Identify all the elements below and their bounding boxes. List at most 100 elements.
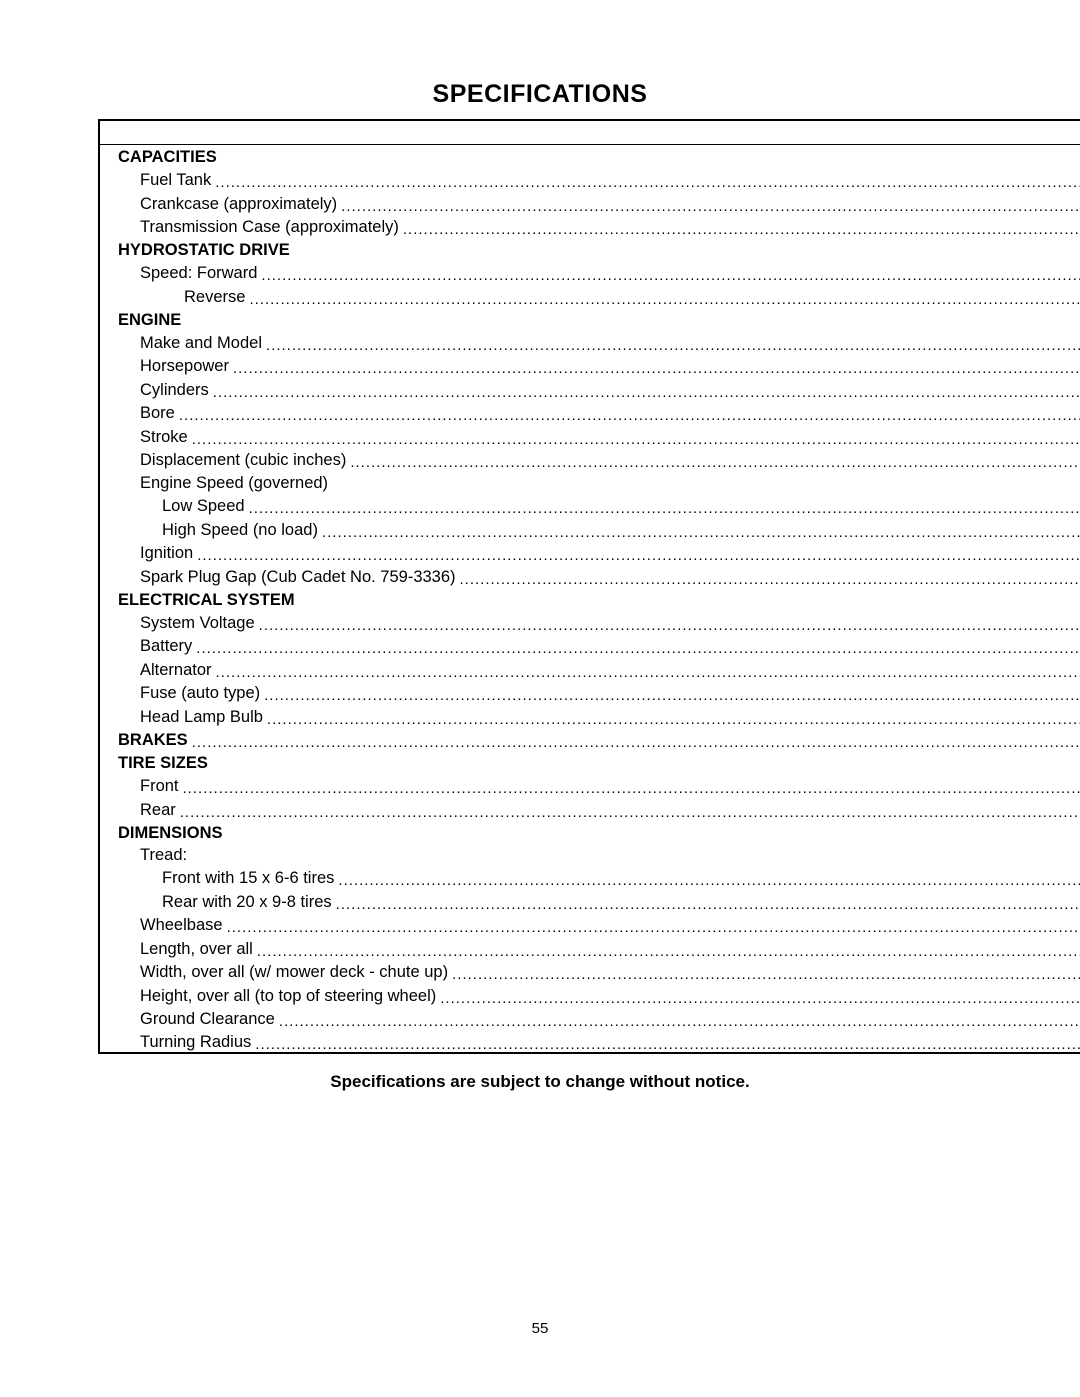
spec-label-cell: Rear ...................................… [99, 796, 1080, 820]
spec-label-cell: Tread: [99, 843, 1080, 866]
spec-label-cell: HYDROSTATIC DRIVE [99, 237, 1080, 260]
spec-label: High Speed (no load) [118, 521, 318, 540]
spec-label-cell: Ignition ...............................… [99, 540, 1080, 564]
table-row: Battery ................................… [99, 633, 1080, 657]
table-row: Rear ...................................… [99, 796, 1080, 820]
spec-label: Ground Clearance [118, 1010, 275, 1029]
spec-label: DIMENSIONS [118, 824, 223, 843]
table-row: Transmission Case (approximately) ......… [99, 214, 1080, 238]
spec-label-cell: Stroke .................................… [99, 423, 1080, 447]
table-row: Width, over all (w/ mower deck - chute u… [99, 959, 1080, 983]
spec-label: Ignition [118, 544, 193, 563]
spec-label: CAPACITIES [118, 148, 217, 167]
leader-dots: ........................................… [249, 500, 1080, 517]
page: SPECIFICATIONS 2176 CAPACITIESFuel Tank … [0, 0, 1080, 1092]
spec-label: Width, over all (w/ mower deck - chute u… [118, 963, 448, 982]
leader-dots: ........................................… [259, 617, 1080, 634]
spec-label-cell: Transmission Case (approximately) ......… [99, 214, 1080, 238]
spec-label: Stroke [118, 428, 188, 447]
table-row: Cylinders ..............................… [99, 376, 1080, 400]
table-row: HYDROSTATIC DRIVE [99, 237, 1080, 260]
table-row: Tread: [99, 843, 1080, 866]
spec-label-cell: TIRE SIZES [99, 750, 1080, 773]
spec-label-cell: Cylinders ..............................… [99, 376, 1080, 400]
spec-label-cell: Reverse ................................… [99, 283, 1080, 307]
spec-label-cell: CAPACITIES [99, 144, 1080, 167]
table-row: CAPACITIES [99, 144, 1080, 167]
table-row: Fuel Tank ..............................… [99, 167, 1080, 190]
spec-label-cell: Horsepower .............................… [99, 353, 1080, 377]
table-row: Engine Speed (governed) [99, 470, 1080, 493]
table-row: Wheelbase ..............................… [99, 912, 1080, 936]
spec-label-cell: Front ..................................… [99, 773, 1080, 796]
spec-label: Rear [118, 801, 176, 820]
spec-label: Crankcase (approximately) [118, 195, 337, 214]
leader-dots: ........................................… [257, 943, 1080, 960]
spec-label: Rear with 20 x 9-8 tires [118, 893, 332, 912]
table-row: Low Speed ..............................… [99, 493, 1080, 516]
spec-label-cell: Battery ................................… [99, 633, 1080, 657]
leader-dots: ........................................… [233, 360, 1080, 377]
footnote: Specifications are subject to change wit… [98, 1072, 982, 1092]
spec-label: Cylinders [118, 381, 209, 400]
table-row: DIMENSIONS [99, 820, 1080, 843]
leader-dots: ........................................… [183, 780, 1080, 797]
spec-label: ENGINE [118, 311, 181, 330]
spec-label: Bore [118, 404, 175, 423]
spec-label-cell: Crankcase (approximately) ..............… [99, 190, 1080, 214]
spec-label: Spark Plug Gap (Cub Cadet No. 759-3336) [118, 568, 456, 587]
leader-dots: ........................................… [197, 547, 1080, 564]
leader-dots: ........................................… [322, 524, 1080, 541]
spec-label: Turning Radius [118, 1033, 251, 1052]
leader-dots: ........................................… [341, 198, 1080, 215]
table-row: Make and Model .........................… [99, 330, 1080, 353]
leader-dots: ........................................… [216, 664, 1080, 681]
spec-label: Battery [118, 637, 192, 656]
spec-label-cell: Head Lamp Bulb .........................… [99, 703, 1080, 727]
spec-label: Make and Model [118, 334, 262, 353]
leader-dots: ........................................… [196, 640, 1080, 657]
spec-label-cell: Bore ...................................… [99, 400, 1080, 424]
table-row: Horsepower .............................… [99, 353, 1080, 377]
table-row: ELECTRICAL SYSTEM [99, 587, 1080, 610]
table-header-row: 2176 [99, 120, 1080, 144]
spec-label-cell: BRAKES .................................… [99, 727, 1080, 751]
spec-label: Alternator [118, 661, 212, 680]
leader-dots: ........................................… [180, 804, 1080, 821]
spec-label-cell: Engine Speed (governed) [99, 470, 1080, 493]
spec-label-cell: Rear with 20 x 9-8 tires ...............… [99, 888, 1080, 912]
spec-label-cell: Height, over all (to top of steering whe… [99, 982, 1080, 1006]
spec-label: Front [118, 777, 179, 796]
spec-label-cell: Turning Radius .........................… [99, 1029, 1080, 1053]
table-row: Head Lamp Bulb .........................… [99, 703, 1080, 727]
spec-label-cell: High Speed (no load) ...................… [99, 516, 1080, 540]
table-row: Fuse (auto type) .......................… [99, 680, 1080, 704]
page-title: SPECIFICATIONS [98, 80, 982, 109]
spec-label: TIRE SIZES [118, 754, 208, 773]
table-row: Crankcase (approximately) ..............… [99, 190, 1080, 214]
table-row: Ignition ...............................… [99, 540, 1080, 564]
spec-label-cell: ELECTRICAL SYSTEM [99, 587, 1080, 610]
spec-label: Reverse [118, 288, 245, 307]
table-row: Alternator .............................… [99, 656, 1080, 680]
table-row: Ground Clearance .......................… [99, 1006, 1080, 1030]
table-row: Rear with 20 x 9-8 tires ...............… [99, 888, 1080, 912]
spec-label: Low Speed [118, 497, 245, 516]
table-row: BRAKES .................................… [99, 727, 1080, 751]
leader-dots: ........................................… [266, 337, 1080, 354]
leader-dots: ........................................… [403, 221, 1080, 238]
spec-label-cell: Low Speed ..............................… [99, 493, 1080, 516]
table-row: Speed: Forward .........................… [99, 260, 1080, 283]
spec-label-cell: Length, over all .......................… [99, 935, 1080, 959]
table-row: Displacement (cubic inches) ............… [99, 447, 1080, 471]
table-row: Stroke .................................… [99, 423, 1080, 447]
leader-dots: ........................................… [279, 1013, 1080, 1030]
leader-dots: ........................................… [267, 711, 1080, 728]
table-row: Height, over all (to top of steering whe… [99, 982, 1080, 1006]
leader-dots: ........................................… [249, 291, 1080, 308]
spec-label-cell: Wheelbase ..............................… [99, 912, 1080, 936]
spec-label: Tread: [118, 846, 187, 865]
spec-label: Length, over all [118, 940, 253, 959]
leader-dots: ........................................… [452, 966, 1080, 983]
table-row: Turning Radius .........................… [99, 1029, 1080, 1053]
